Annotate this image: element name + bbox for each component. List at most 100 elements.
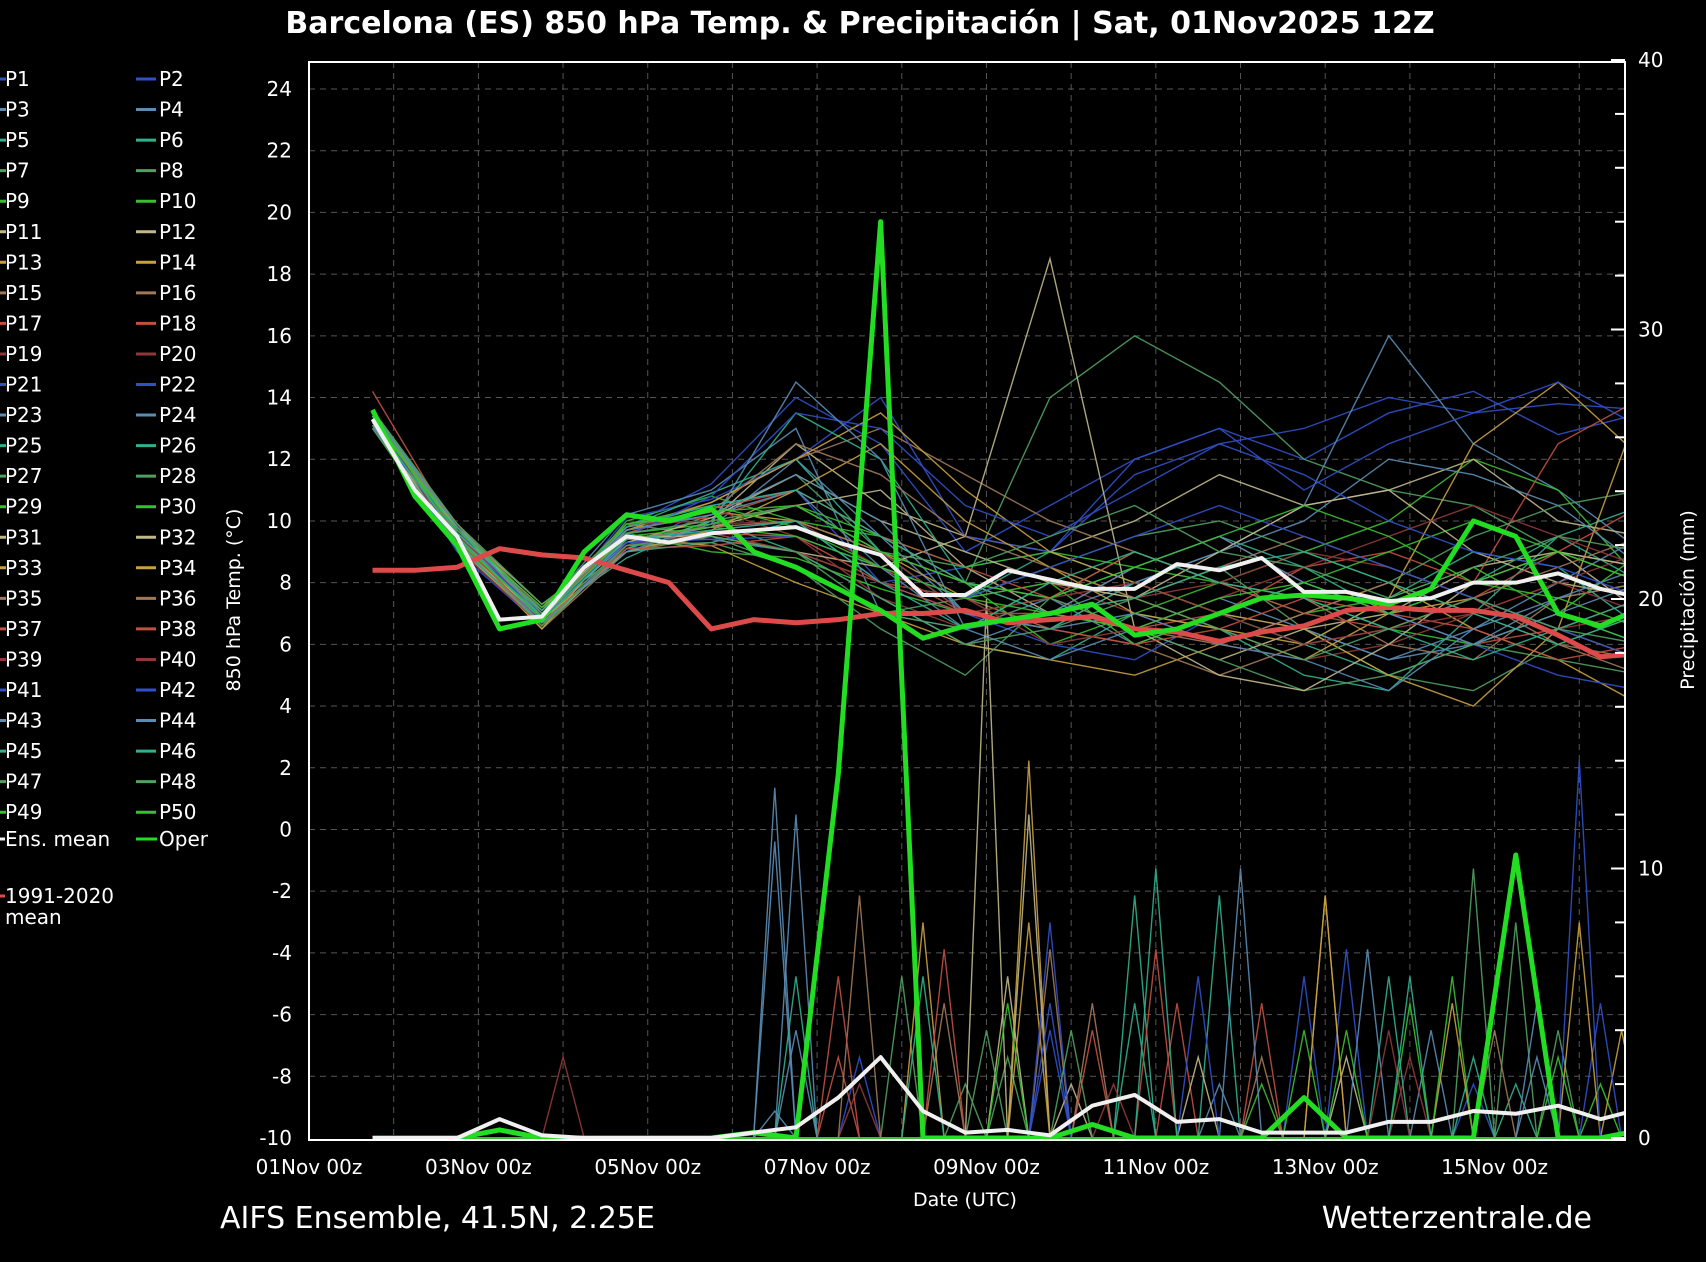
- x-tick-label: 11Nov 00z: [1102, 1155, 1209, 1179]
- y-tick-label: 14: [267, 386, 292, 410]
- member-temp-line-P47: [371, 409, 1625, 615]
- legend-label: P2: [159, 67, 184, 91]
- legend-label: P38: [159, 617, 197, 641]
- climatology-temp-line: [372, 546, 1625, 660]
- legend-label: P23: [5, 403, 43, 427]
- y-tick-label: -2: [272, 879, 292, 903]
- legend-label: P10: [159, 189, 197, 213]
- legend-label: P33: [5, 556, 43, 580]
- legend-label: P49: [5, 800, 43, 824]
- legend-label: P4: [159, 98, 184, 122]
- y-tick-label: 4: [279, 694, 292, 718]
- member-precip-line-P42: [372, 760, 1625, 1139]
- legend-label: P3: [5, 98, 30, 122]
- x-tick-label: 03Nov 00z: [425, 1155, 532, 1179]
- y-tick-label: 24: [267, 77, 292, 101]
- legend-label: P19: [5, 342, 43, 366]
- y-tick-label: 8: [279, 571, 292, 595]
- y-tick-label: 12: [267, 447, 292, 471]
- legend-label-oper: Oper: [159, 827, 209, 851]
- x-tick-label: 05Nov 00z: [594, 1155, 701, 1179]
- legend-label: P42: [159, 678, 197, 702]
- member-precip-line-P34: [372, 760, 1625, 1139]
- ens-mean-temp-line: [370, 418, 1625, 622]
- legend-label: P31: [5, 525, 43, 549]
- y2-tick-label: 30: [1638, 318, 1663, 342]
- y-tick-label: 10: [267, 509, 292, 533]
- oper-temp-line: [370, 408, 1625, 641]
- member-lines: [371, 255, 1625, 1139]
- legend: P1 P2 P3 P4 P5 P6 P7 P8 P9 P10 P11 P12 P13 P14 P15 P16 P…: [0, 67, 209, 929]
- legend-label: P9: [5, 189, 30, 213]
- y-tick-label: 16: [267, 324, 292, 348]
- y-tick-label: -10: [259, 1126, 292, 1150]
- legend-label: P39: [5, 647, 43, 671]
- legend-label: P29: [5, 495, 43, 519]
- x-tick-label: 13Nov 00z: [1272, 1155, 1379, 1179]
- y2-tick-label: 0: [1638, 1126, 1651, 1150]
- legend-label-climatology: 1991-2020 mean: [5, 884, 114, 929]
- x-tick-label: 09Nov 00z: [933, 1155, 1040, 1179]
- legend-label: P44: [159, 709, 197, 733]
- legend-label: P7: [5, 159, 30, 183]
- ens-mean-precip-line: [372, 1055, 1625, 1140]
- footer-model-info: AIFS Ensemble, 41.5N, 2.25E: [220, 1201, 655, 1236]
- legend-label: P43: [5, 709, 43, 733]
- legend-label: P45: [5, 739, 43, 763]
- footer-source: Wetterzentrale.de: [1322, 1201, 1592, 1236]
- legend-label: P28: [159, 464, 197, 488]
- legend-label-ens-mean: Ens. mean: [5, 827, 110, 851]
- legend-label: P12: [159, 220, 197, 244]
- x-tick-label: 15Nov 00z: [1441, 1155, 1548, 1179]
- legend-label: P50: [159, 800, 197, 824]
- legend-label: P24: [159, 403, 197, 427]
- legend-label: P6: [159, 128, 184, 152]
- y-tick-label: -4: [272, 941, 292, 965]
- x-axis-label: Date (UTC): [913, 1189, 1017, 1211]
- y2-tick-label: 20: [1638, 587, 1663, 611]
- grid: [309, 62, 1625, 1138]
- y-tick-label: 20: [267, 200, 292, 224]
- legend-label: P17: [5, 311, 43, 335]
- member-temp-line-P48: [371, 427, 1625, 661]
- legend-label: P30: [159, 495, 197, 519]
- legend-label: P36: [159, 586, 197, 610]
- legend-label: P48: [159, 770, 197, 794]
- legend-label: P37: [5, 617, 43, 641]
- legend-label: P34: [159, 556, 197, 580]
- legend-label: P5: [5, 128, 30, 152]
- y-axis-label: 850 hPa Temp. (°C): [223, 509, 245, 692]
- y-tick-label: 6: [279, 632, 292, 656]
- y-tick-label: -8: [272, 1064, 292, 1088]
- legend-label: P47: [5, 770, 43, 794]
- legend-label: P13: [5, 250, 43, 274]
- legend-label: P27: [5, 464, 43, 488]
- legend-label: P32: [159, 525, 197, 549]
- y-tick-label: 0: [279, 817, 292, 841]
- legend-label: P40: [159, 647, 197, 671]
- legend-label: P18: [159, 311, 197, 335]
- legend-label: P11: [5, 220, 43, 244]
- legend-label: P14: [159, 250, 197, 274]
- legend-label: P1: [5, 67, 30, 91]
- legend-label: P15: [5, 281, 43, 305]
- legend-label: P35: [5, 586, 43, 610]
- plot-frame: [308, 61, 1626, 1141]
- legend-label: P26: [159, 434, 197, 458]
- y-tick-label: -6: [272, 1003, 292, 1027]
- y-tick-label: 2: [279, 756, 292, 780]
- y2-tick-label: 40: [1638, 48, 1663, 72]
- legend-label: P25: [5, 434, 43, 458]
- legend-label: P41: [5, 678, 43, 702]
- y2-tick-label: 10: [1638, 857, 1663, 881]
- chart-title: Barcelona (ES) 850 hPa Temp. & Precipita…: [285, 6, 1434, 41]
- y-tick-label: 22: [267, 139, 292, 163]
- legend-label: P8: [159, 159, 184, 183]
- legend-label: P16: [159, 281, 197, 305]
- legend-label: P20: [159, 342, 197, 366]
- legend-label: P22: [159, 373, 197, 397]
- legend-label: P46: [159, 739, 197, 763]
- y-tick-label: 18: [267, 262, 292, 286]
